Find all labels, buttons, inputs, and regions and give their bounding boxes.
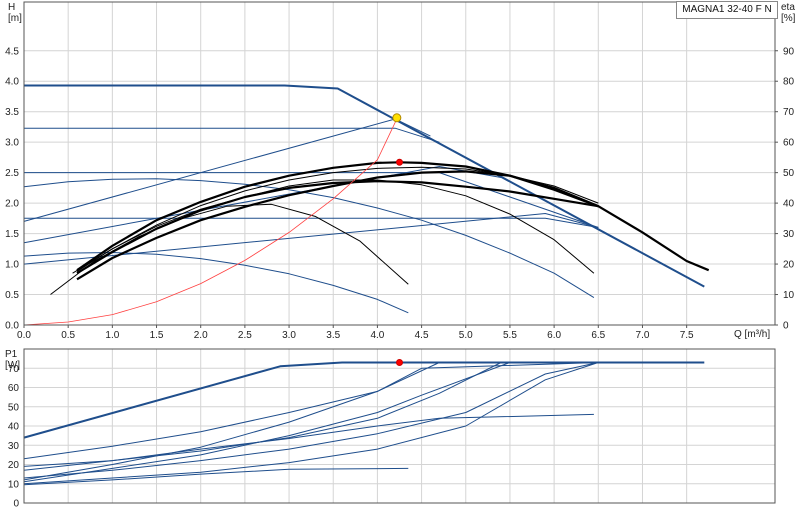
x-tick-label: 4.5 (415, 330, 429, 341)
power-curve-flow (23, 362, 599, 485)
power-plot-grid (23, 349, 775, 504)
y-tick-label: 3.5 (5, 107, 19, 118)
power-curve-flow (23, 413, 594, 471)
y2-tick-label: 10 (783, 290, 795, 301)
power-curve-flow (23, 362, 599, 479)
head-curve-flow (23, 178, 595, 299)
y-tick-label: 60 (8, 383, 20, 394)
head-curve-flow (23, 213, 599, 265)
y-tick-label: 3.0 (5, 138, 19, 149)
y-tick-label: 0 (13, 499, 19, 510)
y-tick-label: 2.0 (5, 199, 19, 210)
x-tick-label: 6.0 (547, 330, 561, 341)
y-tick-label: 70 (8, 364, 20, 375)
y-tick-label: 20 (8, 460, 20, 471)
y-tick-label: 40 (8, 422, 20, 433)
y2-tick-label: 70 (783, 107, 795, 118)
head-curve-flow_bold (24, 84, 705, 288)
head-axis-label-h: H [m] (8, 2, 22, 24)
power-curve-flow (23, 362, 599, 481)
power-curve-flow (23, 467, 409, 486)
x-tick-label: 2.0 (194, 330, 208, 341)
y-tick-label: 30 (8, 441, 20, 452)
y-tick-label: 10 (8, 479, 20, 490)
pump-model-title: MAGNA1 32-40 F N (676, 1, 778, 19)
y2-tick-label: 90 (783, 46, 795, 57)
y-tick-label: 4.0 (5, 77, 19, 88)
head-curve-flow (23, 252, 409, 314)
x-tick-label: 5.0 (459, 330, 473, 341)
power-plot-frame (23, 348, 776, 504)
x-tick-label: 6.5 (591, 330, 605, 341)
y-tick-label: 0.0 (5, 321, 19, 332)
y2-tick-label: 40 (783, 199, 795, 210)
y-tick-label: 1.5 (5, 229, 19, 240)
x-tick-label: 3.0 (282, 330, 296, 341)
y-tick-label: 4.5 (5, 46, 19, 57)
head-curve-thin (76, 166, 599, 272)
head-curve-bold (76, 170, 710, 281)
y-tick-label: 0.5 (5, 290, 19, 301)
x-tick-label: 4.0 (370, 330, 384, 341)
y2-tick-label: 0 (783, 321, 789, 332)
head-curves (23, 84, 710, 326)
power-curve-flow (23, 362, 599, 460)
power-curve-flow (23, 362, 599, 483)
y-tick-label: 2.5 (5, 168, 19, 179)
flow-axis-label: Q [m³/h] (734, 329, 770, 340)
power-axis-label: P1 [W] (5, 349, 20, 371)
y-tick-label: 50 (8, 402, 20, 413)
head-curve-system (23, 118, 398, 326)
y-tick-label: 1.0 (5, 260, 19, 271)
efficiency-axis-label: eta [%] (781, 2, 796, 24)
x-tick-label: 7.0 (636, 330, 650, 341)
plot-frames (23, 1, 776, 504)
x-tick-label: 0.5 (61, 330, 75, 341)
head-curve-thin (50, 203, 409, 295)
x-tick-label: 1.5 (150, 330, 164, 341)
head-curve-flow (24, 127, 440, 143)
y2-tick-label: 80 (783, 77, 795, 88)
head-plot-grid (23, 2, 775, 326)
head-max-eff_point (396, 158, 403, 166)
x-tick-label: 0.0 (17, 330, 31, 341)
x-tick-label: 1.0 (105, 330, 119, 341)
head-curve-bold (76, 180, 599, 275)
head-duty-point (392, 113, 402, 123)
y2-tick-label: 60 (783, 138, 795, 149)
x-tick-label: 2.5 (238, 330, 252, 341)
y2-tick-label: 30 (783, 229, 795, 240)
y2-tick-label: 50 (783, 168, 795, 179)
head-plot-frame (23, 1, 776, 326)
y2-tick-label: 20 (783, 260, 795, 271)
x-tick-label: 3.5 (326, 330, 340, 341)
head-curve-thin (72, 179, 595, 274)
power-max-eff_point (396, 358, 403, 366)
x-tick-label: 5.5 (503, 330, 517, 341)
axis-tick-labels: 0.0 0.5 1.0 1.5 2.0 2.5 3.0 3.5 4.0 4.5 5.0 5.5 6.0 6… (5, 46, 794, 509)
x-tick-label: 7.5 (680, 330, 694, 341)
head-curve-flow (24, 217, 599, 228)
power-curves (23, 358, 705, 486)
